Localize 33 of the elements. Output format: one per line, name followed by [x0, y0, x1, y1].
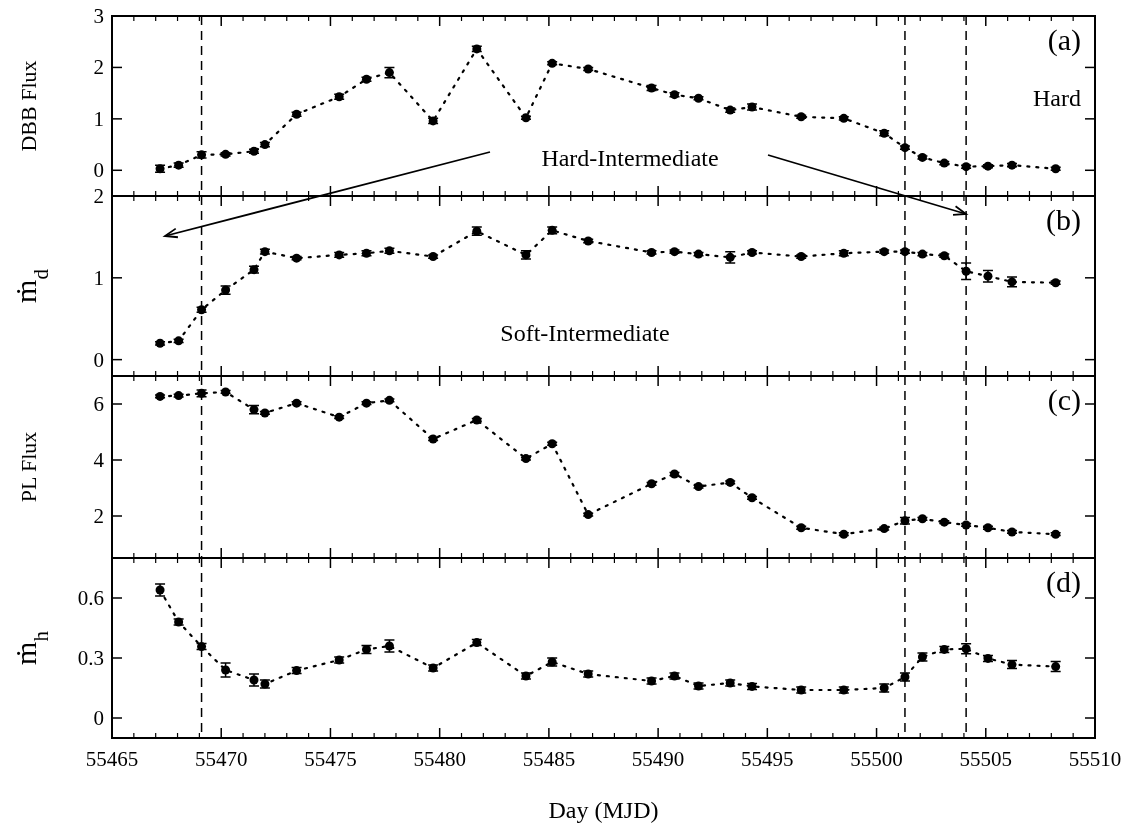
y-tick-label: 2	[93, 184, 104, 208]
annotation: Hard-Intermediate	[541, 145, 719, 171]
y-tick-label: 1	[93, 106, 104, 131]
x-tick-label: 55500	[850, 747, 903, 771]
x-axis-title: Day (MJD)	[548, 797, 659, 823]
annotation: Hard	[1033, 85, 1081, 111]
x-tick-label: 55465	[85, 747, 139, 771]
y-tick-label: 3	[93, 4, 104, 28]
y-tick-label: 1	[93, 265, 104, 290]
x-tick-label: 55490	[631, 747, 685, 771]
y-tick-label: 2	[93, 55, 104, 80]
x-tick-label: 55485	[522, 747, 576, 771]
annotation: (a)	[1047, 23, 1081, 57]
annotation: (b)	[1046, 203, 1081, 237]
y-tick-label: 0	[93, 706, 104, 730]
x-tick-label: 55505	[959, 747, 1013, 771]
x-tick-label: 55495	[741, 747, 794, 771]
y-axis-title: PL Flux	[16, 431, 41, 503]
y-tick-label: 0	[93, 158, 104, 183]
y-tick-label: 6	[93, 392, 104, 416]
x-tick-label: 55470	[194, 747, 248, 771]
x-tick-label: 55510	[1068, 747, 1122, 771]
x-tick-label: 55480	[413, 747, 466, 771]
annotation: (c)	[1047, 383, 1081, 417]
annotation: Soft-Intermediate	[500, 320, 670, 346]
y-axis-title: DBB Flux	[16, 60, 41, 152]
x-tick-label: 55475	[304, 747, 357, 771]
y-tick-label: 4	[93, 448, 105, 472]
y-tick-label: 0.6	[77, 586, 104, 610]
y-tick-label: 0	[93, 347, 104, 372]
y-tick-label: 0.3	[77, 646, 104, 670]
y-tick-label: 2	[93, 504, 104, 528]
annotation: (d)	[1046, 565, 1081, 599]
